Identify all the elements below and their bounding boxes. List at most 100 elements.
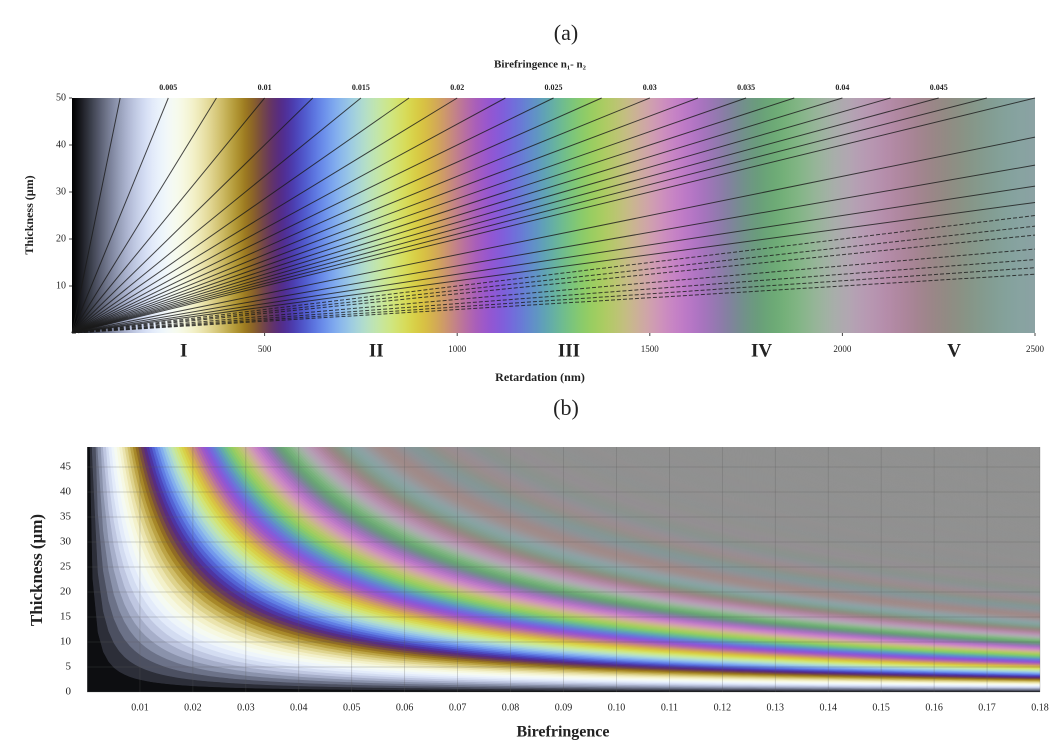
colour-band (961, 447, 1040, 468)
birefringence-line (71, 234, 1036, 334)
birefringence-line (71, 185, 1036, 334)
y-tick-label: 45 (60, 461, 72, 473)
x-tick-label: 500 (258, 344, 272, 354)
top-tick-label: 0.015 (352, 83, 370, 92)
colour-band (982, 447, 1040, 462)
y-tick-label: 10 (60, 636, 72, 648)
birefringence-line (71, 201, 1036, 334)
x-tick-label: 0.09 (555, 702, 573, 713)
birefringence-line (71, 97, 554, 334)
colour-band (985, 447, 1040, 462)
x-tick-label: 0.08 (502, 702, 520, 713)
top-tick-label: 0.04 (835, 83, 849, 92)
x-tick-label: 0.17 (978, 702, 996, 713)
colour-band (1001, 447, 1040, 457)
order-label: I (180, 340, 187, 361)
x-tick-label: 2000 (833, 344, 852, 354)
top-tick-label: 0.025 (545, 83, 563, 92)
x-tick-label: 0.13 (767, 702, 785, 713)
x-tick-label: 2500 (1026, 344, 1045, 354)
birefringence-line (71, 248, 1036, 334)
birefringence-line (71, 97, 410, 334)
colour-band (1015, 447, 1040, 454)
birefringence-line (71, 273, 1036, 334)
colour-band (969, 447, 1040, 466)
top-tick-label: 0.02 (450, 83, 464, 92)
y-tick-label: 40 (56, 139, 66, 150)
birefringence-line (71, 97, 506, 334)
x-tick-label: 0.10 (608, 702, 626, 713)
x-tick-label: 0.16 (925, 702, 943, 713)
birefringence-line (71, 97, 699, 334)
top-tick-label: 0.005 (159, 83, 177, 92)
colour-band (918, 447, 1040, 479)
colour-band (1036, 447, 1040, 448)
x-axis-title: Retardation (nm) (495, 370, 585, 384)
colour-band (915, 447, 1040, 480)
y-tick-label: 30 (60, 536, 72, 548)
y-tick-label: 20 (60, 586, 72, 598)
top-tick-label: 0.045 (930, 83, 948, 92)
x-tick-label: 1500 (641, 344, 660, 354)
x-tick-label: 0.11 (661, 702, 678, 713)
x-tick-label: 0.18 (1031, 702, 1049, 713)
birefringence-line (71, 97, 265, 334)
top-tick-label: 0.01 (258, 83, 272, 92)
birefringence-line (71, 267, 1036, 334)
x-tick-label: 0.12 (714, 702, 732, 713)
panel-title: (a) (554, 20, 578, 45)
birefringence-line (71, 97, 169, 334)
colour-band (977, 447, 1040, 464)
colour-band (920, 447, 1040, 478)
birefringence-line (71, 97, 747, 334)
panel-title: (b) (553, 395, 579, 420)
colour-band (1017, 447, 1040, 453)
birefringence-line (71, 97, 1036, 334)
birefringence-line (71, 97, 987, 334)
birefringence-line (71, 136, 1036, 334)
x-tick-label: 0.05 (343, 702, 361, 713)
birefringence-line (71, 97, 939, 334)
colour-band (1009, 447, 1040, 455)
y-tick-label: 25 (60, 561, 72, 573)
colour-band (1025, 447, 1040, 451)
colour-band (966, 447, 1040, 466)
colour-band (974, 447, 1040, 464)
birefringence-line (71, 97, 458, 334)
birefringence-line (71, 97, 362, 334)
birefringence-line (71, 97, 314, 334)
birefringence-line (71, 225, 1036, 334)
colour-band (1012, 447, 1040, 455)
y-tick-label: 30 (56, 186, 66, 197)
colour-band (972, 447, 1040, 465)
x-tick-label: 0.03 (237, 702, 255, 713)
order-label: II (369, 340, 384, 361)
y-tick-label: 10 (56, 280, 66, 291)
birefringence-line (71, 97, 843, 334)
y-tick-label: 35 (60, 511, 72, 523)
colour-band (993, 447, 1040, 459)
colour-band (987, 447, 1040, 461)
birefringence-line (71, 97, 891, 334)
x-tick-label: 1000 (448, 344, 467, 354)
colour-band (1020, 447, 1040, 453)
colour-band (979, 447, 1040, 463)
y-tick-label: 20 (56, 233, 66, 244)
x-tick-label: 0.14 (819, 702, 837, 713)
birefringence-line (71, 97, 602, 334)
y-tick-label: 50 (56, 92, 66, 103)
order-label: IV (751, 340, 772, 361)
colour-band (990, 447, 1040, 460)
colour-band (996, 447, 1040, 459)
colour-band (1023, 447, 1040, 452)
y-axis-title: Thickness (μm) (27, 514, 46, 626)
birefringence-line (71, 259, 1036, 334)
y-axis-title: Thickness (μm) (22, 175, 36, 254)
top-tick-label: 0.03 (643, 83, 657, 92)
interference-bands (87, 447, 1040, 692)
colour-band (405, 447, 1040, 611)
x-axis-title: Birefringence (516, 724, 609, 741)
y-tick-label: 5 (66, 661, 72, 673)
x-tick-label: 0.07 (449, 702, 467, 713)
